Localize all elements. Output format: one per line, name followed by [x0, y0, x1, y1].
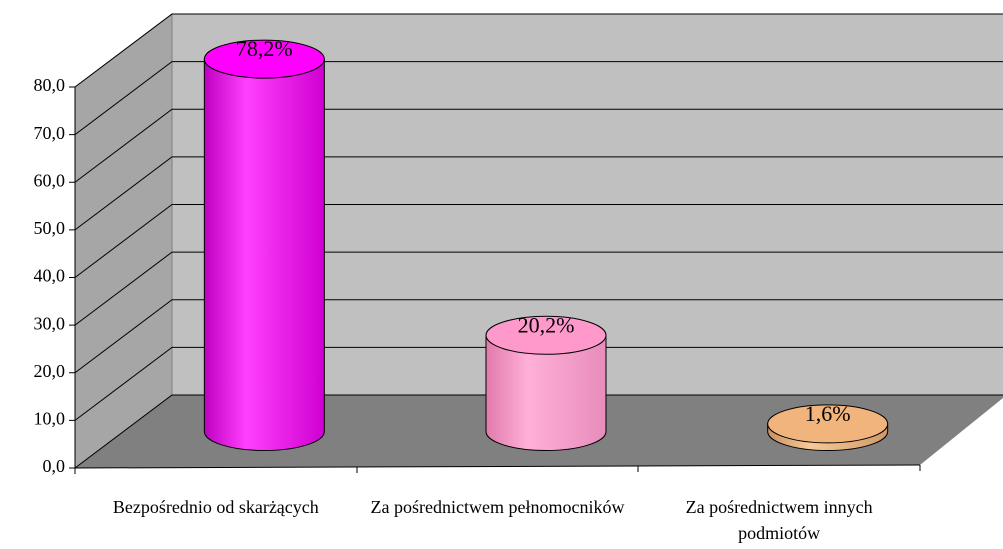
cylinder-body [203, 58, 325, 451]
grid-line [74, 346, 1003, 421]
grid-line [74, 13, 1003, 88]
x-tick-label: Bezpośrednio od skarżących [112, 497, 319, 517]
grid-line [74, 108, 1003, 183]
cylinder-body [485, 334, 607, 451]
x-tick-label: Za pośrednictwem pełnomocników [370, 497, 625, 517]
grid-line [74, 394, 1003, 469]
y-tick-label: 30,0 [34, 313, 66, 333]
y-tick-label: 60,0 [34, 170, 66, 190]
x-tick-label: Za pośrednictwem innych podmiotów [685, 497, 873, 543]
cylinder-top [767, 404, 889, 444]
y-tick-label: 40,0 [34, 266, 66, 286]
data-label: 1,6% [805, 401, 851, 426]
x-axis [74, 464, 921, 469]
y-tick-label: 80,0 [34, 75, 66, 95]
y-tick-label: 20,0 [34, 361, 66, 381]
data-label: 20,2% [518, 312, 575, 337]
grid-line [74, 251, 1003, 326]
grid-line [74, 156, 1003, 231]
cylinder-top [203, 39, 325, 79]
grid-line [74, 204, 1003, 278]
y-tick-label: 50,0 [34, 218, 66, 238]
grid-line [74, 61, 1003, 136]
y-tick-label: 10,0 [34, 409, 66, 429]
grid-line [74, 299, 1003, 374]
y-tick-label: 70,0 [34, 123, 66, 143]
data-label: 78,2% [236, 36, 293, 61]
y-tick-label: 0,0 [43, 456, 66, 476]
cylinder-top [485, 315, 607, 355]
